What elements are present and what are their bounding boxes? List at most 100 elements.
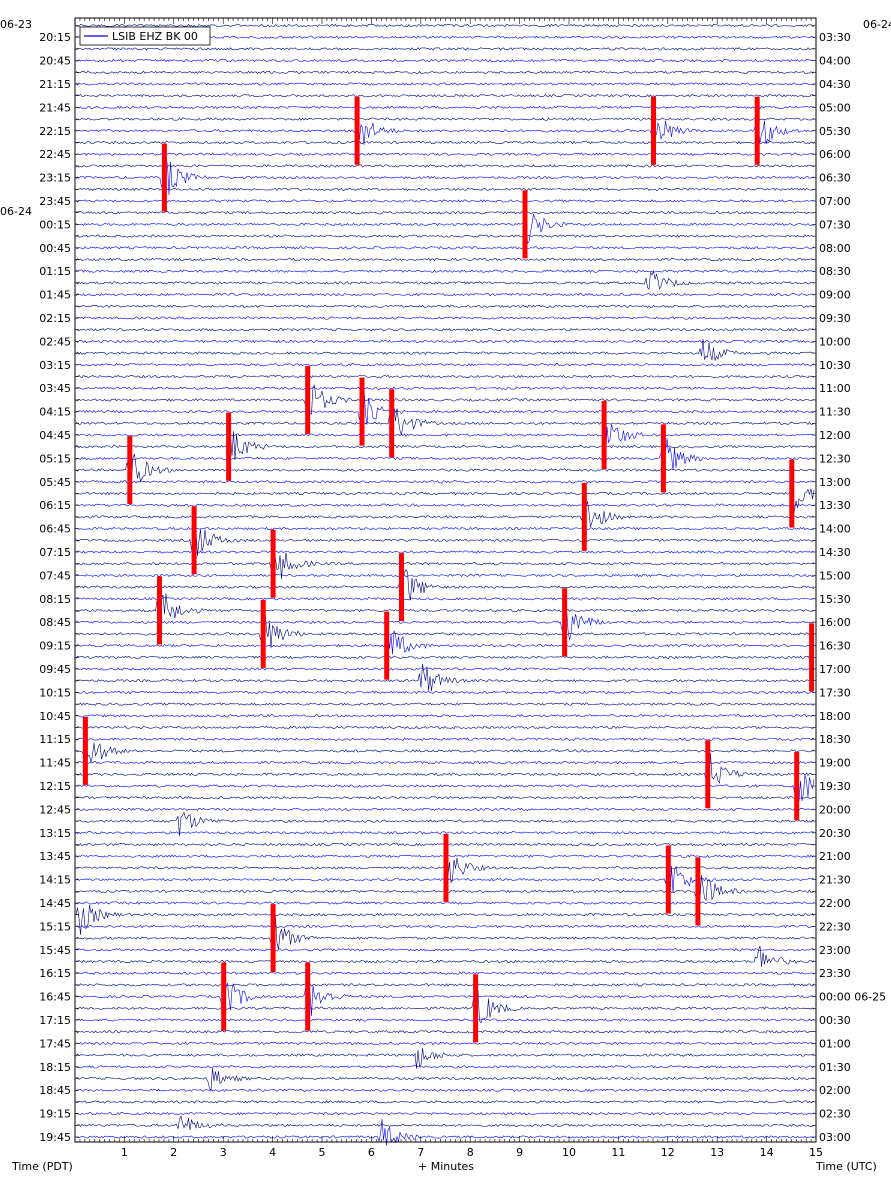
right-time-label: 00:00 06-25 — [819, 991, 886, 1004]
seismogram-trace — [75, 945, 815, 967]
seismogram-trace — [76, 775, 815, 802]
right-time-label: 15:00 — [819, 569, 851, 582]
right-time-label: 06:30 — [819, 172, 851, 185]
seismogram-trace — [75, 199, 815, 245]
x-tick-label: 2 — [170, 1146, 177, 1159]
right-time-label: 01:00 — [819, 1037, 851, 1050]
clipped-event-marker — [260, 599, 266, 668]
right-time-label: 15:30 — [819, 593, 851, 606]
clipped-event-marker — [270, 529, 276, 598]
left-time-label: 13:45 — [39, 850, 71, 863]
left-time-label: 00:45 — [39, 242, 71, 255]
right-time-label: 11:00 — [819, 382, 851, 395]
clipped-event-marker — [789, 459, 795, 528]
seismogram-trace — [75, 164, 815, 168]
right-time-label: 04:00 — [819, 55, 851, 68]
x-tick-label: 4 — [269, 1146, 276, 1159]
seismogram-trace — [75, 94, 815, 98]
seismogram-trace — [75, 363, 815, 367]
seismogram-trace — [75, 630, 815, 661]
left-time-label: 03:15 — [39, 359, 71, 372]
clipped-event-marker — [384, 611, 390, 680]
seismogram-trace — [75, 760, 815, 765]
right-time-label: 20:30 — [819, 827, 851, 840]
seismogram-trace — [75, 1041, 815, 1046]
x-tick-label: 13 — [710, 1146, 724, 1159]
seismogram-trace — [75, 725, 815, 730]
right-time-label: 03:30 — [819, 31, 851, 44]
left-time-label: 00:15 — [39, 218, 71, 231]
right-time-label: 11:30 — [819, 406, 851, 419]
clipped-event-marker — [157, 576, 162, 645]
clipped-event-marker — [601, 401, 607, 469]
seismogram-trace — [75, 257, 815, 262]
clipped-event-marker — [581, 482, 587, 551]
clipped-event-marker — [389, 389, 395, 458]
left-time-label: 02:45 — [39, 335, 71, 348]
clipped-event-marker — [651, 96, 656, 165]
left-time-label: 20:15 — [39, 31, 71, 44]
right-time-label: 23:30 — [819, 967, 851, 980]
x-tick-label: 11 — [611, 1146, 625, 1159]
right-start-date: 06-24 — [863, 18, 891, 31]
seismogram-trace — [75, 384, 815, 417]
legend: LSIB EHZ BK 00 — [79, 26, 211, 46]
seismogram-trace — [75, 339, 815, 344]
right-time-label: 02:00 — [819, 1084, 851, 1097]
right-time-label: 20:00 — [819, 803, 851, 816]
right-time-label: 07:30 — [819, 218, 851, 231]
left-time-label: 22:45 — [39, 148, 71, 161]
right-time-label: 21:30 — [819, 874, 851, 887]
clipped-event-marker — [359, 377, 365, 446]
seismogram-trace — [75, 1115, 815, 1130]
left-time-label: 09:45 — [39, 663, 71, 676]
seismogram-trace — [75, 480, 815, 484]
right-time-label: 16:00 — [819, 616, 851, 629]
left-time-label: 19:15 — [39, 1108, 71, 1121]
seismogram-trace — [75, 737, 815, 741]
legend-label: LSIB EHZ BK 00 — [112, 30, 198, 43]
clipped-event-marker — [794, 752, 800, 820]
seismogram-trace — [75, 597, 815, 601]
clipped-event-marker — [270, 904, 276, 973]
right-time-label: 23:00 — [819, 944, 851, 957]
seismogram-trace — [75, 811, 815, 837]
left-time-label: 20:45 — [39, 55, 71, 68]
clipped-event-marker — [191, 506, 197, 575]
left-time-label: 16:45 — [39, 991, 71, 1004]
left-time-label: 07:45 — [39, 569, 71, 582]
seismogram-trace — [75, 82, 815, 86]
left-time-label: 05:45 — [39, 476, 71, 489]
left-time-label: 22:15 — [39, 125, 71, 138]
x-tick-label: 8 — [467, 1146, 474, 1159]
right-time-label: 18:30 — [819, 733, 851, 746]
seismogram-trace — [75, 807, 815, 812]
left-time-label: 17:15 — [39, 1014, 71, 1027]
seismogram-trace — [76, 606, 815, 640]
clipped-event-marker — [754, 96, 760, 165]
right-time-label: 13:00 — [819, 476, 851, 489]
clipped-event-marker — [443, 833, 449, 902]
seismogram-trace — [75, 470, 815, 518]
seismogram-trace — [75, 550, 815, 554]
x-tick-label: 14 — [760, 1146, 774, 1159]
clipped-event-marker — [660, 424, 666, 493]
left-time-label: 23:45 — [39, 195, 71, 208]
clipped-event-marker — [161, 143, 167, 212]
left-time-label: 21:15 — [39, 78, 71, 91]
right-time-label: 09:00 — [819, 289, 851, 302]
clipped-event-marker — [473, 974, 479, 1043]
right-time-label: 06:00 — [819, 148, 851, 161]
right-time-label: 17:00 — [819, 663, 851, 676]
seismogram-trace — [75, 667, 815, 671]
left-time-label: 04:15 — [39, 406, 71, 419]
clipped-event-marker — [82, 716, 88, 785]
right-time-label: 08:30 — [819, 265, 851, 278]
x-axis-title: + Minutes — [418, 1160, 474, 1173]
right-time-label: 14:30 — [819, 546, 851, 559]
right-time-label: 10:30 — [819, 359, 851, 372]
seismogram-trace — [75, 1088, 815, 1092]
seismogram-trace — [75, 386, 815, 425]
seismogram-trace — [75, 1030, 815, 1034]
